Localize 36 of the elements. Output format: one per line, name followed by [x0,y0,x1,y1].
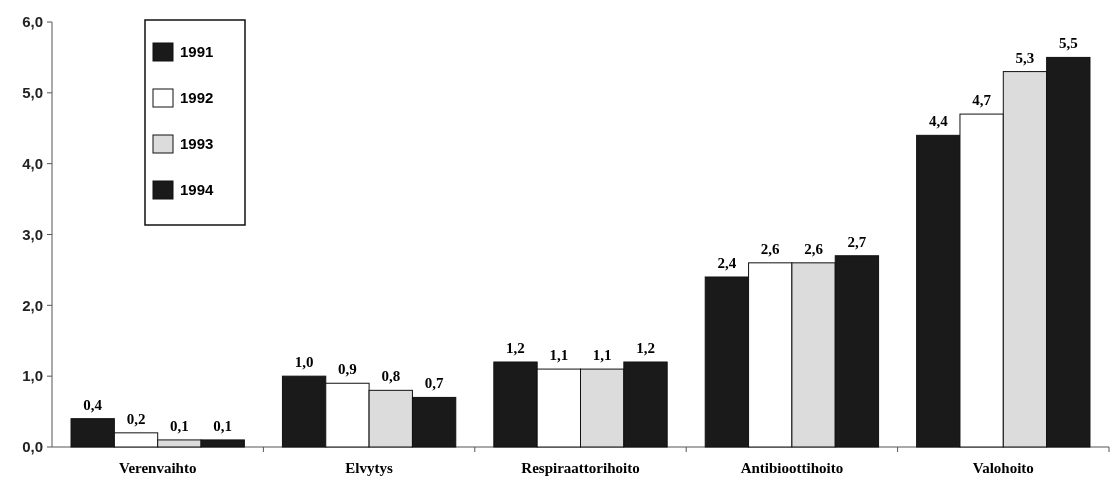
data-label: 2,6 [760,240,781,257]
data-label: 1,2 [636,340,655,356]
x-tick-label: Verenvaihto [118,460,197,476]
x-tick-label: Elvytys [345,460,394,476]
y-tick-label: 2,0 [22,296,43,314]
y-tick-label: 5,0 [22,84,43,102]
y-tick-label: 3,0 [22,225,43,243]
data-label: 4,4 [928,113,949,130]
data-label: 2,7 [847,233,867,250]
data-label: 0,9 [338,361,357,378]
data-label: 0,1 [213,417,233,434]
y-tick-label: 6,0 [22,13,43,31]
legend-label: 1991 [180,43,214,61]
data-label: 5,3 [1015,49,1035,66]
data-label: 4,7 [972,92,992,109]
y-tick-label: 0,0 [22,438,43,456]
legend-label: 1994 [180,181,215,199]
data-label: 1,1 [592,347,612,364]
data-label: 0,2 [126,410,146,427]
data-label: 2,6 [804,240,824,257]
x-tick-label: Valohoito [972,460,1034,476]
data-label: 5,5 [1058,35,1078,52]
data-label: 2,4 [717,255,737,271]
data-label: 1,0 [294,354,314,371]
data-label: 0,7 [424,375,444,392]
y-tick-label: 4,0 [22,154,43,172]
x-tick-label: Antibioottihoito [740,460,844,476]
y-tick-label: 1,0 [22,367,43,385]
data-label: 1,1 [549,347,569,364]
data-label: 0,1 [169,417,189,434]
data-label: 1,2 [506,340,525,356]
x-tick-label: Respiraattorihoito [521,460,640,476]
data-label: 0,8 [381,368,401,385]
legend-label: 1992 [180,89,214,107]
legend-label: 1993 [180,135,214,153]
data-label: 0,4 [83,396,103,413]
